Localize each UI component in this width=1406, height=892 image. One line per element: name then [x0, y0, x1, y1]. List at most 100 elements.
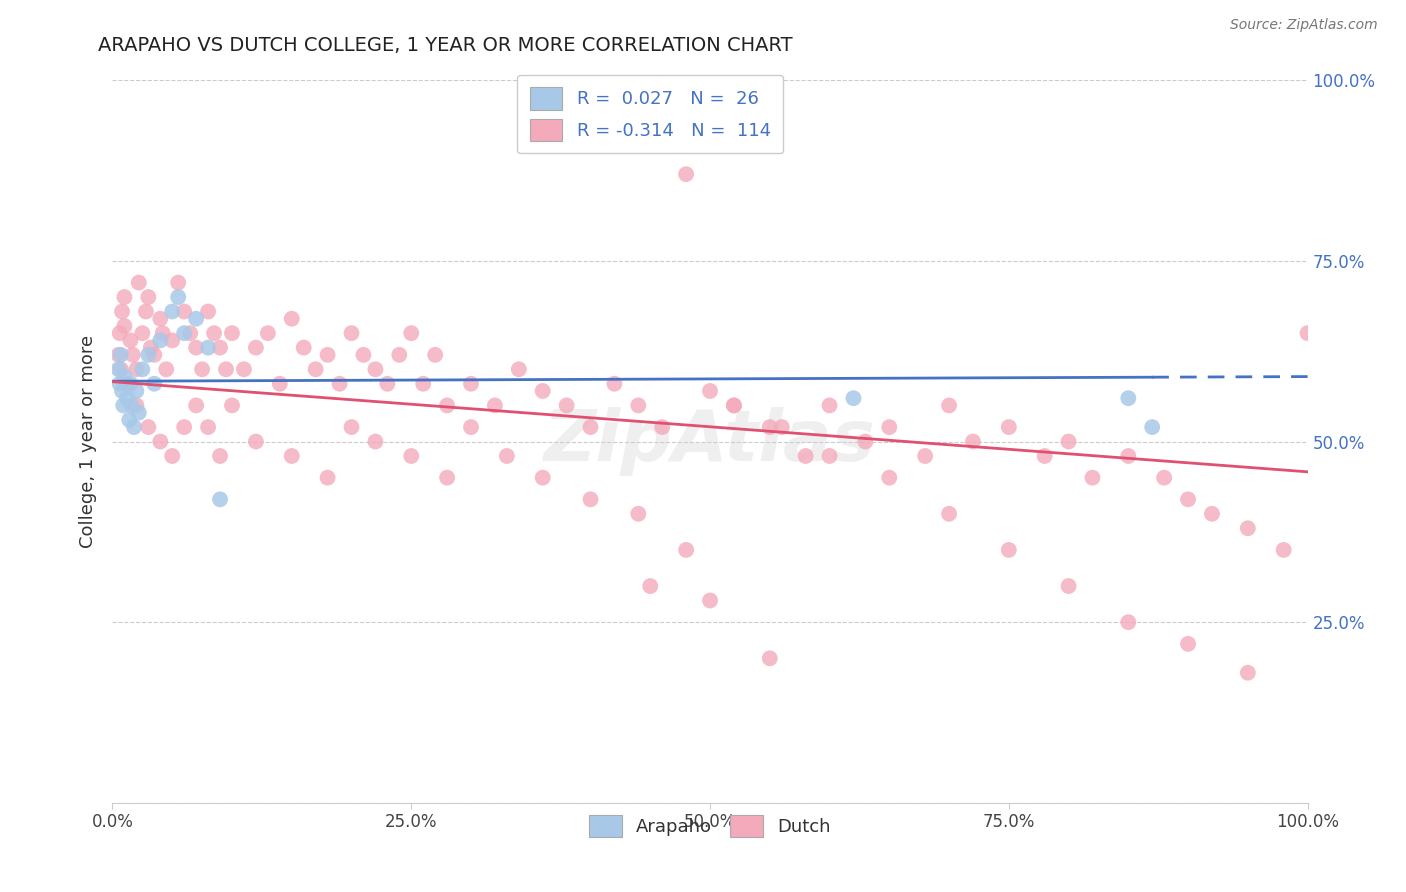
Point	[425, 348, 447, 362]
Point	[186, 341, 208, 355]
Point	[281, 449, 304, 463]
Point	[179, 326, 201, 340]
Point	[1118, 449, 1140, 463]
Point	[209, 341, 232, 355]
Point	[138, 348, 160, 362]
Point	[162, 334, 183, 348]
Point	[879, 470, 901, 484]
Point	[1081, 470, 1104, 484]
Point	[138, 420, 160, 434]
Point	[128, 276, 150, 290]
Point	[401, 449, 423, 463]
Point	[675, 167, 697, 181]
Point	[603, 376, 626, 391]
Point	[1296, 326, 1319, 340]
Point	[329, 376, 352, 391]
Point	[1237, 521, 1260, 535]
Point	[167, 276, 190, 290]
Point	[281, 311, 304, 326]
Point	[879, 420, 901, 434]
Point	[842, 391, 865, 405]
Legend: Arapaho, Dutch: Arapaho, Dutch	[582, 808, 838, 845]
Point	[794, 449, 817, 463]
Point	[114, 318, 135, 333]
Point	[723, 398, 745, 412]
Point	[340, 420, 363, 434]
Point	[699, 593, 721, 607]
Point	[305, 362, 328, 376]
Point	[149, 434, 172, 449]
Point	[640, 579, 662, 593]
Point	[186, 311, 208, 326]
Point	[818, 398, 841, 412]
Point	[508, 362, 530, 376]
Point	[191, 362, 214, 376]
Point	[818, 449, 841, 463]
Point	[1237, 665, 1260, 680]
Point	[1057, 579, 1080, 593]
Point	[162, 304, 183, 318]
Point	[555, 398, 578, 412]
Text: ARAPAHO VS DUTCH COLLEGE, 1 YEAR OR MORE CORRELATION CHART: ARAPAHO VS DUTCH COLLEGE, 1 YEAR OR MORE…	[98, 36, 793, 54]
Point	[460, 420, 482, 434]
Point	[1142, 420, 1164, 434]
Point	[173, 326, 195, 340]
Point	[125, 384, 148, 398]
Point	[138, 290, 160, 304]
Point	[699, 384, 721, 398]
Point	[364, 434, 387, 449]
Point	[186, 398, 208, 412]
Point	[723, 398, 745, 412]
Point	[316, 348, 339, 362]
Point	[197, 420, 219, 434]
Point	[436, 470, 458, 484]
Point	[209, 449, 232, 463]
Point	[938, 507, 960, 521]
Point	[998, 420, 1021, 434]
Point	[111, 384, 134, 398]
Point	[125, 398, 148, 412]
Point	[233, 362, 256, 376]
Point	[108, 376, 131, 391]
Point	[111, 304, 134, 318]
Point	[118, 413, 141, 427]
Point	[107, 348, 129, 362]
Point	[759, 651, 782, 665]
Point	[412, 376, 434, 391]
Point	[388, 348, 411, 362]
Point	[143, 348, 166, 362]
Point	[292, 341, 315, 355]
Point	[627, 398, 650, 412]
Point	[120, 334, 142, 348]
Point	[149, 311, 172, 326]
Point	[162, 449, 183, 463]
Point	[759, 420, 782, 434]
Point	[377, 376, 399, 391]
Point	[1118, 391, 1140, 405]
Point	[269, 376, 291, 391]
Point	[152, 326, 174, 340]
Point	[110, 348, 132, 362]
Point	[436, 398, 458, 412]
Point	[115, 376, 138, 391]
Point	[110, 362, 132, 376]
Point	[197, 341, 219, 355]
Point	[496, 449, 519, 463]
Point	[352, 348, 374, 362]
Point	[139, 341, 162, 355]
Point	[1118, 615, 1140, 630]
Point	[114, 290, 135, 304]
Point	[1177, 637, 1199, 651]
Point	[120, 376, 142, 391]
Point	[197, 304, 219, 318]
Point	[484, 398, 506, 412]
Point	[155, 362, 177, 376]
Point	[627, 507, 650, 521]
Point	[460, 376, 482, 391]
Point	[998, 542, 1021, 557]
Point	[364, 362, 387, 376]
Y-axis label: College, 1 year or more: College, 1 year or more	[79, 335, 97, 548]
Point	[114, 369, 135, 384]
Point	[135, 304, 157, 318]
Point	[122, 420, 145, 434]
